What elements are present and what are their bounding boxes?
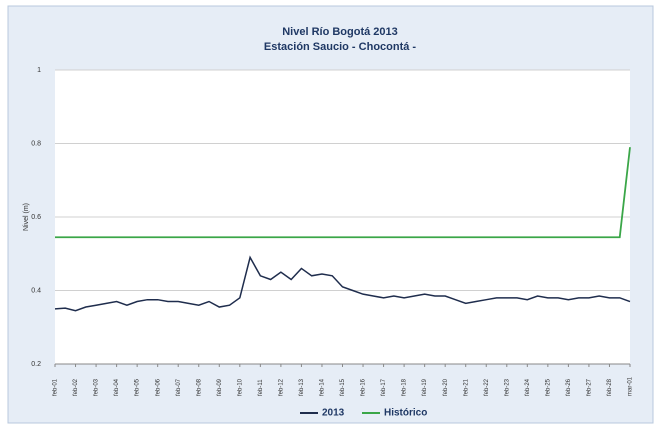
y-tick-label: 0.8	[31, 140, 41, 147]
x-tick-label: feb-12	[278, 378, 284, 396]
x-tick-label: feb-13	[299, 378, 305, 396]
x-tick-label: feb-11	[258, 379, 264, 396]
chart-subtitle: Estación Saucio - Chocontá -	[264, 41, 417, 53]
y-tick-label: 0.4	[31, 287, 41, 294]
x-tick-label: feb-10	[237, 378, 243, 396]
chart-title: Nivel Río Bogotá 2013	[282, 26, 398, 38]
x-tick-label: feb-17	[381, 378, 387, 396]
x-tick-label: feb-21	[463, 378, 469, 396]
x-tick-label: feb-28	[607, 378, 613, 396]
x-tick-label: feb-25	[545, 378, 551, 396]
x-tick-label: feb-07	[176, 378, 182, 396]
legend-label: 2013	[322, 408, 345, 419]
x-tick-label: feb-18	[402, 378, 408, 396]
x-tick-label: feb-26	[566, 378, 572, 396]
x-tick-label: feb-01	[53, 378, 59, 396]
x-tick-label: feb-23	[504, 378, 510, 396]
x-tick-label: feb-08	[196, 378, 202, 396]
x-tick-label: feb-03	[94, 378, 100, 396]
x-tick-label: feb-24	[525, 378, 531, 396]
x-tick-label: feb-27	[587, 378, 593, 396]
series-line	[55, 147, 631, 239]
x-tick-label: feb-04	[114, 378, 120, 396]
x-tick-label: feb-05	[135, 378, 141, 396]
y-tick-label: 0.2	[31, 361, 41, 368]
x-tick-label: feb-22	[484, 378, 490, 396]
x-tick-label: mar-01	[628, 376, 634, 396]
x-tick-label: feb-20	[443, 378, 449, 396]
x-tick-label: feb-06	[155, 378, 161, 396]
y-tick-label: 1	[37, 67, 41, 74]
y-axis-title: Nivel (m)	[23, 203, 30, 231]
y-tick-label: 0.6	[31, 214, 41, 221]
x-tick-label: feb-14	[320, 378, 326, 396]
x-tick-label: feb-02	[73, 378, 79, 396]
x-tick-label: feb-16	[361, 378, 367, 396]
x-tick-label: feb-15	[340, 378, 346, 396]
x-tick-label: feb-09	[217, 378, 223, 396]
x-tick-label: feb-19	[422, 378, 428, 396]
legend-label: Histórico	[384, 408, 427, 419]
series-line	[54, 255, 631, 312]
